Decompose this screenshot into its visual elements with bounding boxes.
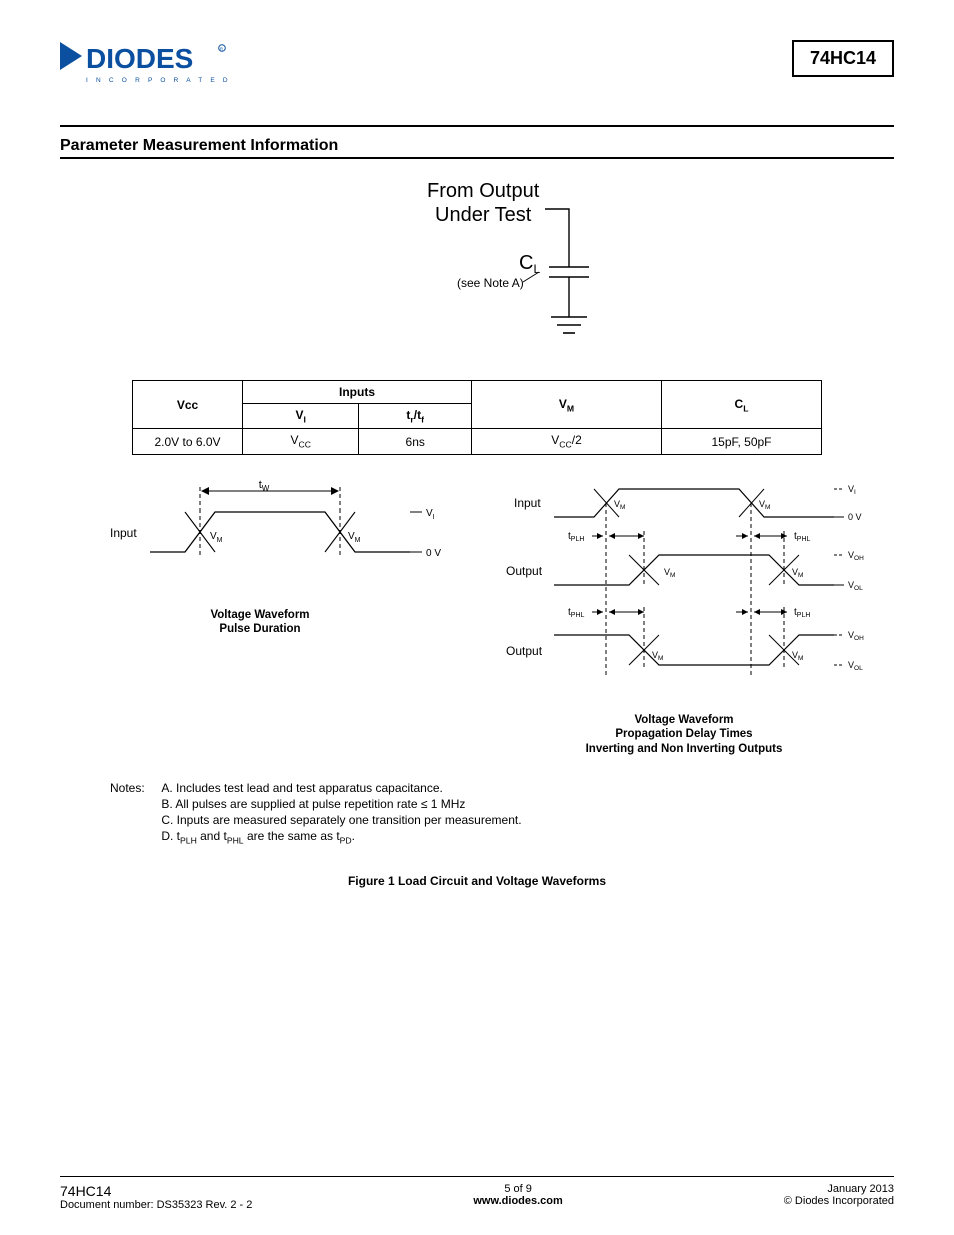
section-title: Parameter Measurement Information (60, 137, 894, 155)
svg-text:VM: VM (664, 567, 675, 579)
svg-text:VM: VM (348, 531, 361, 544)
svg-text:CL: CL (519, 252, 540, 276)
svg-text:VI: VI (848, 484, 856, 496)
svg-text:VOH: VOH (848, 630, 864, 642)
waveform-propagation-delay: Input VM VM VI 0 V tPLH (484, 477, 884, 756)
th-vm: VM (472, 381, 662, 429)
divider (60, 157, 894, 159)
svg-text:(see Note A): (see Note A) (457, 276, 524, 290)
header: DIODES R I N C O R P O R A T E D 74HC14 (60, 40, 894, 95)
svg-text:VM: VM (614, 499, 625, 511)
svg-text:tW: tW (259, 479, 270, 493)
svg-text:Output: Output (506, 644, 543, 658)
svg-text:VM: VM (792, 567, 803, 579)
load-circuit-diagram: From Output Under Test CL (see Note A) (60, 177, 894, 362)
figure-caption: Figure 1 Load Circuit and Voltage Wavefo… (60, 874, 894, 888)
note-c: C. Inputs are measured separately one tr… (161, 812, 521, 828)
part-number-box: 74HC14 (792, 40, 894, 77)
svg-text:Input: Input (110, 526, 137, 540)
svg-text:0 V: 0 V (426, 548, 441, 559)
svg-text:VM: VM (210, 531, 223, 544)
svg-text:VI: VI (426, 508, 435, 521)
svg-text:tPLH: tPLH (794, 607, 810, 619)
svg-text:tPLH: tPLH (568, 531, 584, 543)
th-inputs: Inputs (243, 381, 472, 404)
svg-text:Output: Output (506, 564, 543, 578)
divider (60, 125, 894, 127)
svg-text:Under Test: Under Test (435, 204, 532, 226)
footer-right: January 2013 © Diodes Incorporated (784, 1183, 894, 1211)
svg-text:VM: VM (759, 499, 770, 511)
svg-text:Input: Input (514, 496, 541, 510)
svg-text:VOL: VOL (848, 580, 863, 592)
logo: DIODES R I N C O R P O R A T E D (60, 40, 230, 95)
note-a: A. Includes test lead and test apparatus… (161, 780, 521, 796)
th-vi: VI (243, 404, 359, 429)
svg-text:VOH: VOH (848, 550, 864, 562)
notes: Notes: A. Includes test lead and test ap… (110, 780, 894, 848)
waveform-pulse-duration: tW Input VM VM VI 0 V Voltage (70, 477, 450, 637)
th-vcc: Vcc (133, 381, 243, 429)
wf-left-caption: Voltage Waveform Pulse Duration (70, 608, 450, 637)
svg-text:tPHL: tPHL (568, 607, 585, 619)
th-trtf: tr/tf (359, 404, 472, 429)
footer-left: 74HC14 Document number: DS35323 Rev. 2 -… (60, 1183, 252, 1211)
footer: 74HC14 Document number: DS35323 Rev. 2 -… (60, 1176, 894, 1211)
svg-text:R: R (220, 47, 223, 52)
svg-text:VOL: VOL (848, 660, 863, 672)
note-b: B. All pulses are supplied at pulse repe… (161, 796, 521, 812)
waveform-diagrams: tW Input VM VM VI 0 V Voltage (70, 477, 884, 756)
th-cl: CL (662, 381, 822, 429)
notes-label: Notes: (110, 780, 158, 796)
svg-text:tPHL: tPHL (794, 531, 811, 543)
svg-text:I N C O R P O R A T E D: I N C O R P O R A T E D (86, 77, 230, 84)
wf-right-caption: Voltage Waveform Propagation Delay Times… (484, 713, 884, 756)
note-d: D. tPLH and tPHL are the same as tPD. (161, 828, 521, 847)
footer-center: 5 of 9 www.diodes.com (473, 1183, 562, 1211)
svg-text:0 V: 0 V (848, 512, 862, 522)
svg-text:From Output: From Output (427, 180, 540, 202)
parameter-table: Vcc Inputs VM CL VI tr/tf 2.0V to 6.0V V… (132, 380, 822, 455)
svg-text:DIODES: DIODES (86, 43, 193, 74)
table-row: 2.0V to 6.0V VCC 6ns VCC/2 15pF, 50pF (133, 429, 822, 454)
